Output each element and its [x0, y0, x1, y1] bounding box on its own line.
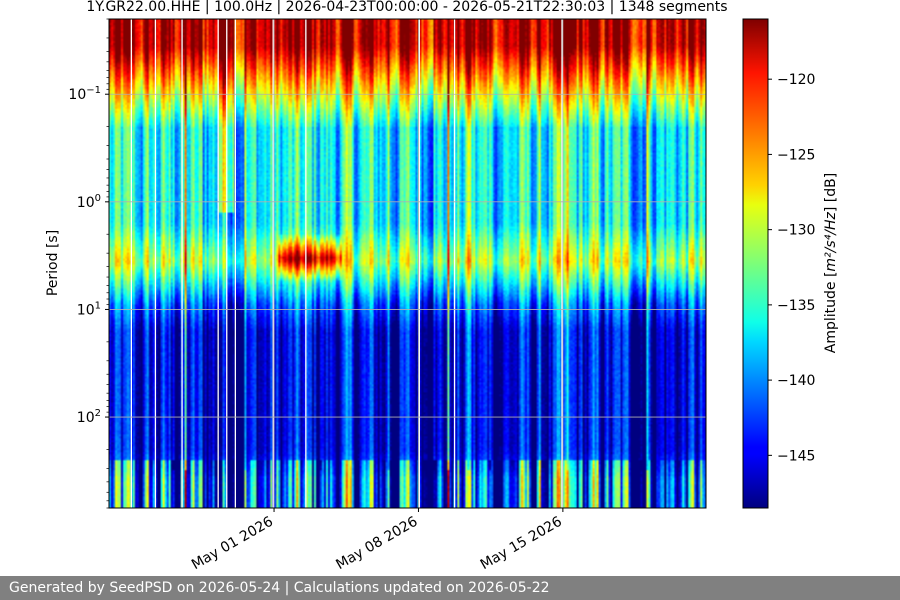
colorbar: −120 −125 −130 −135 −140 −145 Amplitude [m²/s… — [742, 18, 839, 509]
heatmap-image — [109, 19, 706, 508]
colorbar-label: Amplitude [m²/s⁴/Hz] [dB] — [823, 173, 839, 353]
plot-frame — [108, 18, 707, 509]
y-tick-label: 100 — [77, 193, 101, 211]
data-gaps — [130, 19, 563, 508]
y-tick-label: 10−1 — [68, 85, 101, 103]
y-axis: 10−1 100 101 102 — [68, 18, 109, 509]
footer-text: Generated by SeedPSD on 2026-05-24 | Cal… — [9, 580, 550, 596]
colorbar-tick-label: −125 — [777, 147, 815, 163]
colorbar-tick-label: −120 — [777, 72, 815, 88]
colorbar-tick-label: −135 — [777, 298, 815, 314]
x-tick-label: May 01 2026 — [189, 514, 276, 574]
y-axis-label: Period [s] — [45, 230, 61, 296]
y-tick-label: 102 — [77, 408, 101, 426]
footer-bar: Generated by SeedPSD on 2026-05-24 | Cal… — [0, 576, 900, 600]
grid — [109, 19, 706, 508]
y-tick-label: 101 — [77, 300, 101, 318]
colorbar-tick-label: −145 — [777, 448, 815, 464]
x-tick-label: May 08 2026 — [333, 514, 420, 574]
colorbar-tick-label: −140 — [777, 373, 815, 389]
colorbar-tick-label: −130 — [777, 223, 815, 239]
x-axis: May 01 2026 May 08 2026 May 15 2026 — [189, 508, 565, 573]
x-tick-label: May 15 2026 — [478, 514, 565, 574]
colorbar-gradient — [742, 18, 769, 509]
heatmap — [109, 19, 706, 508]
chart-title: 1Y.GR22.00.HHE | 100.0Hz | 2026-04-23T00… — [86, 0, 727, 15]
colorbar-ticks: −120 −125 −130 −135 −140 −145 — [768, 72, 815, 464]
psd-chart: 1Y.GR22.00.HHE | 100.0Hz | 2026-04-23T00… — [45, 0, 839, 573]
